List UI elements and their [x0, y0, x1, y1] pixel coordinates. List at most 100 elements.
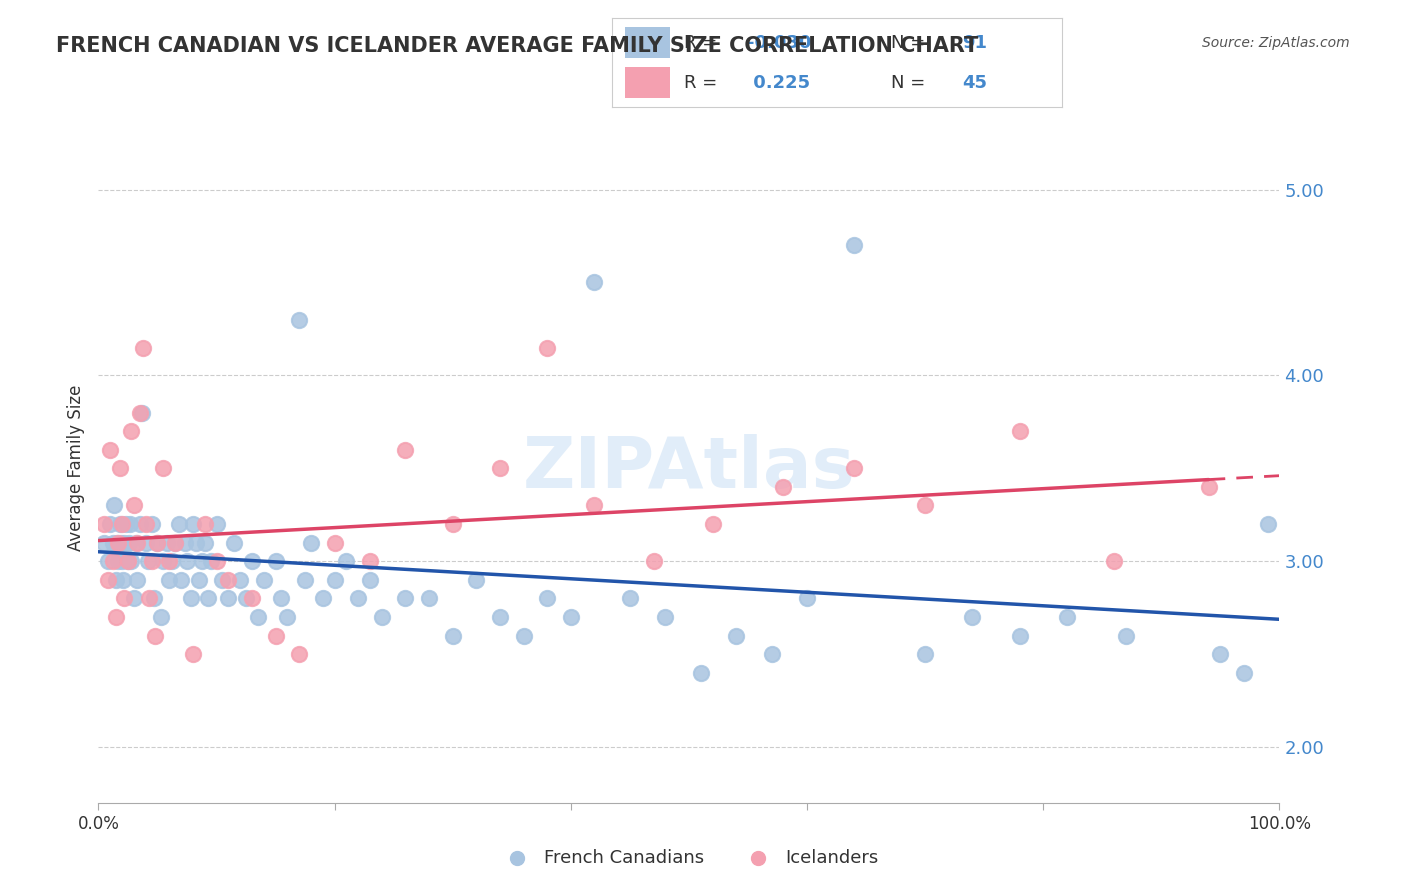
Point [186, 535, 208, 549]
Point [294, 573, 316, 587]
Point [156, 535, 179, 549]
Point [121, 424, 143, 438]
Point [1056, 610, 1078, 624]
Point [335, 554, 357, 568]
Point [583, 499, 606, 513]
Point [235, 591, 257, 606]
Point [1102, 554, 1125, 568]
Text: 0.225: 0.225 [747, 74, 810, 92]
Point [101, 554, 124, 568]
Point [264, 628, 287, 642]
Legend: French Canadians, Icelanders: French Canadians, Icelanders [492, 842, 886, 874]
Text: ZIPAtlas: ZIPAtlas [523, 434, 855, 503]
Text: 91: 91 [963, 34, 987, 52]
Point [1233, 665, 1256, 680]
Text: R =: R = [683, 74, 723, 92]
Point [229, 573, 252, 587]
Point [101, 535, 124, 549]
Point [654, 610, 676, 624]
Point [141, 517, 163, 532]
Point [176, 554, 198, 568]
Point [167, 517, 190, 532]
Point [689, 665, 711, 680]
Text: N =: N = [890, 74, 931, 92]
Point [619, 591, 641, 606]
Point [128, 406, 150, 420]
Point [489, 610, 512, 624]
Point [312, 591, 335, 606]
Point [359, 573, 381, 587]
Point [128, 517, 150, 532]
Point [117, 554, 139, 568]
Point [536, 591, 558, 606]
Point [240, 554, 263, 568]
Point [643, 554, 665, 568]
Point [1257, 517, 1279, 532]
Point [725, 628, 748, 642]
Point [112, 591, 135, 606]
Point [97, 554, 120, 568]
Point [146, 535, 169, 549]
Point [441, 517, 464, 532]
Point [107, 535, 129, 549]
Point [359, 554, 381, 568]
Point [962, 610, 984, 624]
Point [93, 535, 115, 549]
Point [181, 647, 204, 661]
Point [253, 573, 276, 587]
Text: 45: 45 [963, 74, 987, 92]
Point [1198, 480, 1220, 494]
Point [107, 554, 129, 568]
Point [98, 517, 121, 532]
Point [103, 499, 125, 513]
Point [288, 647, 311, 661]
Point [142, 591, 165, 606]
Point [111, 554, 134, 568]
Point [512, 628, 534, 642]
Point [702, 517, 724, 532]
Point [157, 573, 180, 587]
Point [276, 610, 298, 624]
Point [288, 312, 311, 326]
Point [194, 535, 217, 549]
Point [114, 517, 136, 532]
Point [141, 554, 163, 568]
Point [1008, 424, 1031, 438]
Point [191, 554, 214, 568]
Point [796, 591, 818, 606]
Point [323, 573, 346, 587]
Point [121, 554, 143, 568]
Point [138, 591, 160, 606]
Point [465, 573, 488, 587]
Point [170, 573, 193, 587]
Point [489, 461, 512, 475]
Point [118, 535, 141, 549]
Point [200, 554, 222, 568]
Point [181, 517, 204, 532]
Point [914, 647, 936, 661]
Point [152, 554, 174, 568]
Point [536, 341, 558, 355]
Point [394, 442, 416, 457]
Point [844, 461, 866, 475]
Point [224, 535, 246, 549]
Point [110, 535, 132, 549]
Point [112, 573, 135, 587]
Point [205, 554, 228, 568]
Point [165, 535, 187, 549]
Point [187, 573, 209, 587]
Point [194, 517, 217, 532]
Point [135, 535, 157, 549]
Text: R =: R = [683, 34, 723, 52]
Point [914, 499, 936, 513]
Point [246, 610, 269, 624]
Point [112, 535, 135, 549]
Point [217, 591, 239, 606]
Point [197, 591, 219, 606]
Text: FRENCH CANADIAN VS ICELANDER AVERAGE FAMILY SIZE CORRELATION CHART: FRENCH CANADIAN VS ICELANDER AVERAGE FAM… [56, 36, 979, 55]
Bar [626, 67, 671, 98]
Point [1008, 628, 1031, 642]
Point [127, 535, 149, 549]
Point [143, 628, 166, 642]
Point [180, 591, 202, 606]
